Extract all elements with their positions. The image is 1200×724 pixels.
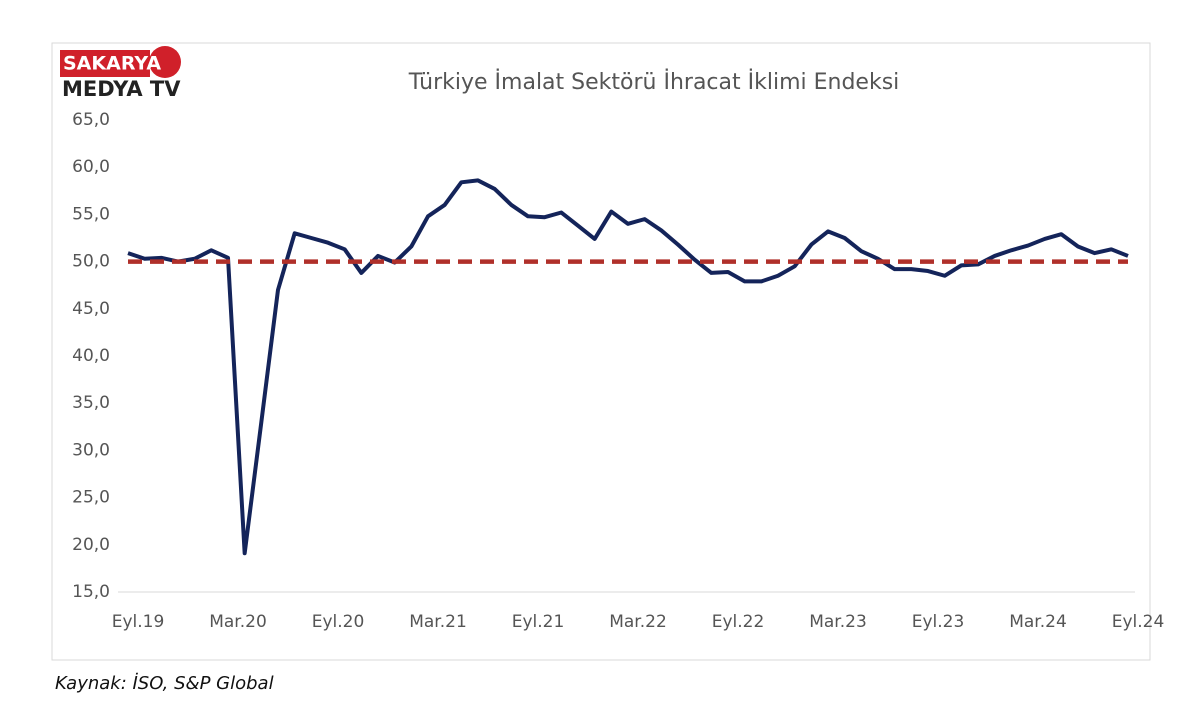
y-tick-label: 25,0 [72,488,110,508]
y-tick-label: 65,0 [72,110,110,130]
y-tick-label: 20,0 [72,535,110,555]
x-tick-label: Eyl.19 [112,612,165,632]
y-tick-label: 60,0 [72,157,110,177]
y-tick-label: 35,0 [72,393,110,413]
chart-frame [51,42,1151,661]
x-tick-label: Eyl.24 [1112,612,1165,632]
logo-badge [60,50,150,77]
x-tick-label: Eyl.22 [712,612,765,632]
series-line [127,178,1129,556]
logo-top: SAKARYA [63,53,161,75]
x-tick-label: Eyl.21 [512,612,565,632]
x-tick-label: Mar.22 [609,612,667,632]
y-tick-label: 15,0 [72,582,110,602]
x-tick-label: Eyl.20 [312,612,365,632]
y-tick-label: 40,0 [72,346,110,366]
source: Kaynak: İSO, S&P Global [55,673,274,694]
x-tick-label: Mar.20 [209,612,267,632]
y-tick-label: 50,0 [72,252,110,272]
x-tick-label: Eyl.23 [912,612,965,632]
x-tick-label: Mar.21 [409,612,467,632]
x-tick-label: Mar.24 [1009,612,1067,632]
logo-bottom: MEDYA TV [62,77,181,101]
y-tick-label: 30,0 [72,440,110,460]
logo-globe [149,46,181,78]
y-tick-label: 45,0 [72,299,110,319]
chart-title: Türkiye İmalat Sektörü İhracat İklimi En… [408,69,900,95]
y-tick-label: 55,0 [72,204,110,224]
x-tick-label: Mar.23 [809,612,867,632]
